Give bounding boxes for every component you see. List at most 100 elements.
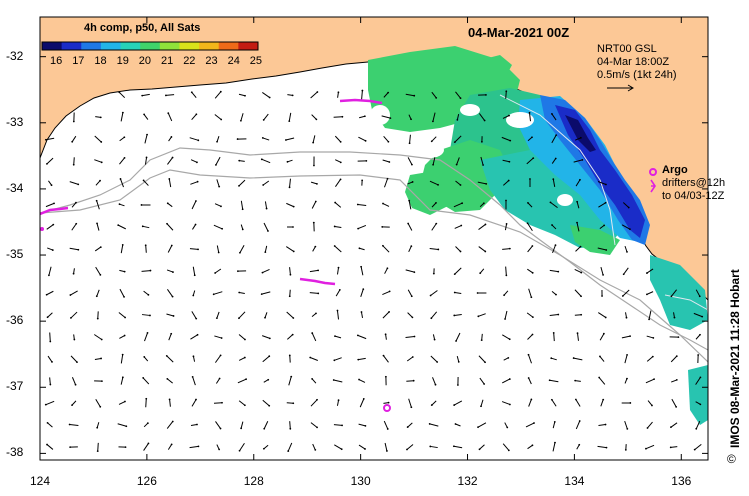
current-vector-head: [170, 332, 173, 335]
current-vector: [46, 290, 54, 296]
colorbar-tick-label: 18: [94, 55, 107, 67]
current-vector: [671, 398, 677, 408]
current-vector-head: [236, 138, 239, 140]
current-vector-head: [699, 403, 702, 406]
current-vector-head: [263, 427, 266, 430]
current-vector: [213, 291, 223, 295]
current-vector-head: [123, 136, 126, 139]
current-vector-head: [192, 355, 195, 358]
current-vector-head: [146, 422, 149, 425]
current-vector-head: [218, 185, 221, 188]
current-vector: [624, 420, 628, 430]
current-vector-head: [531, 136, 533, 139]
current-vector: [622, 202, 630, 208]
current-vector-head: [100, 338, 103, 341]
current-vector: [502, 180, 510, 186]
current-vector: [505, 91, 507, 99]
current-vector-head: [314, 200, 317, 203]
current-vector: [358, 444, 366, 450]
current-vector-head: [264, 316, 266, 319]
current-vector-head: [530, 296, 533, 299]
current-vector: [549, 269, 559, 273]
current-vector: [118, 91, 126, 99]
current-vector: [240, 200, 244, 210]
current-vector: [143, 290, 149, 296]
current-vector-head: [626, 250, 628, 253]
current-vector-head: [413, 271, 416, 274]
current-vector: [455, 332, 461, 342]
current-vector: [430, 311, 438, 319]
y-tick-label: -37: [6, 379, 24, 394]
current-vector-head: [244, 338, 246, 341]
current-vector-head: [314, 245, 317, 248]
info-scale: 0.5m/s (1kt 24h): [597, 69, 677, 81]
current-vector: [384, 442, 388, 452]
current-vector-head: [532, 157, 535, 160]
current-vector-head: [46, 316, 49, 319]
current-vector-head: [428, 423, 431, 425]
current-vector-head: [196, 423, 198, 426]
current-vector: [646, 268, 654, 274]
current-vector-head: [69, 446, 72, 448]
current-vector-head: [580, 295, 582, 298]
current-vector-head: [552, 178, 555, 181]
current-vector: [553, 332, 555, 342]
current-vector: [262, 355, 270, 363]
current-vector-head: [453, 273, 456, 276]
current-vector-head: [578, 443, 581, 446]
current-vector-head: [389, 117, 392, 119]
cloud-gaps: [370, 104, 573, 206]
isobath-line-3: [499, 94, 616, 246]
current-vector-head: [358, 247, 361, 250]
current-vector: [286, 246, 294, 252]
current-vector-head: [411, 316, 414, 319]
current-vector: [262, 92, 270, 98]
current-vector-head: [291, 94, 294, 97]
current-vector: [310, 91, 318, 99]
current-vector-head: [220, 205, 222, 208]
current-vector: [527, 245, 533, 253]
current-vector-head: [430, 140, 433, 143]
current-vector: [335, 289, 341, 297]
current-vector-head: [219, 90, 222, 93]
current-vector: [576, 201, 580, 209]
current-vector: [334, 245, 342, 253]
current-vector: [405, 93, 415, 97]
current-vector-head: [191, 375, 194, 378]
current-vector-head: [288, 120, 291, 123]
current-vector-head: [95, 199, 98, 202]
current-vector-head: [531, 271, 534, 274]
current-vector: [47, 312, 53, 318]
current-vector-head: [528, 111, 531, 114]
x-tick-label: 136: [671, 474, 692, 488]
current-vector: [528, 377, 532, 385]
current-vector-head: [72, 163, 75, 166]
current-vector: [598, 202, 606, 208]
current-vector: [478, 113, 486, 121]
colorbar-swatch: [100, 42, 122, 50]
colorbar-swatch: [42, 42, 63, 50]
current-vector: [94, 357, 102, 361]
current-vector-head: [453, 141, 456, 143]
current-vector: [621, 224, 631, 230]
current-vector: [646, 291, 654, 295]
current-vector-head: [456, 384, 459, 386]
current-vector-head: [382, 354, 385, 357]
current-vector-head: [100, 141, 103, 143]
current-vector-head: [437, 183, 439, 186]
current-vector-head: [670, 295, 673, 298]
current-vector-head: [218, 448, 221, 451]
current-vector-head: [457, 361, 460, 363]
current-vector-head: [701, 315, 704, 318]
current-vector-head: [646, 293, 648, 296]
current-vector-head: [119, 178, 122, 180]
current-vector-head: [240, 427, 243, 430]
current-vector: [71, 400, 77, 406]
current-vector-head: [412, 379, 415, 382]
current-vector: [93, 334, 103, 340]
current-vector-head: [527, 377, 530, 379]
current-vector-head: [364, 139, 367, 142]
current-vector: [431, 202, 437, 208]
current-vector-head: [605, 183, 607, 186]
current-vector-head: [44, 403, 47, 406]
